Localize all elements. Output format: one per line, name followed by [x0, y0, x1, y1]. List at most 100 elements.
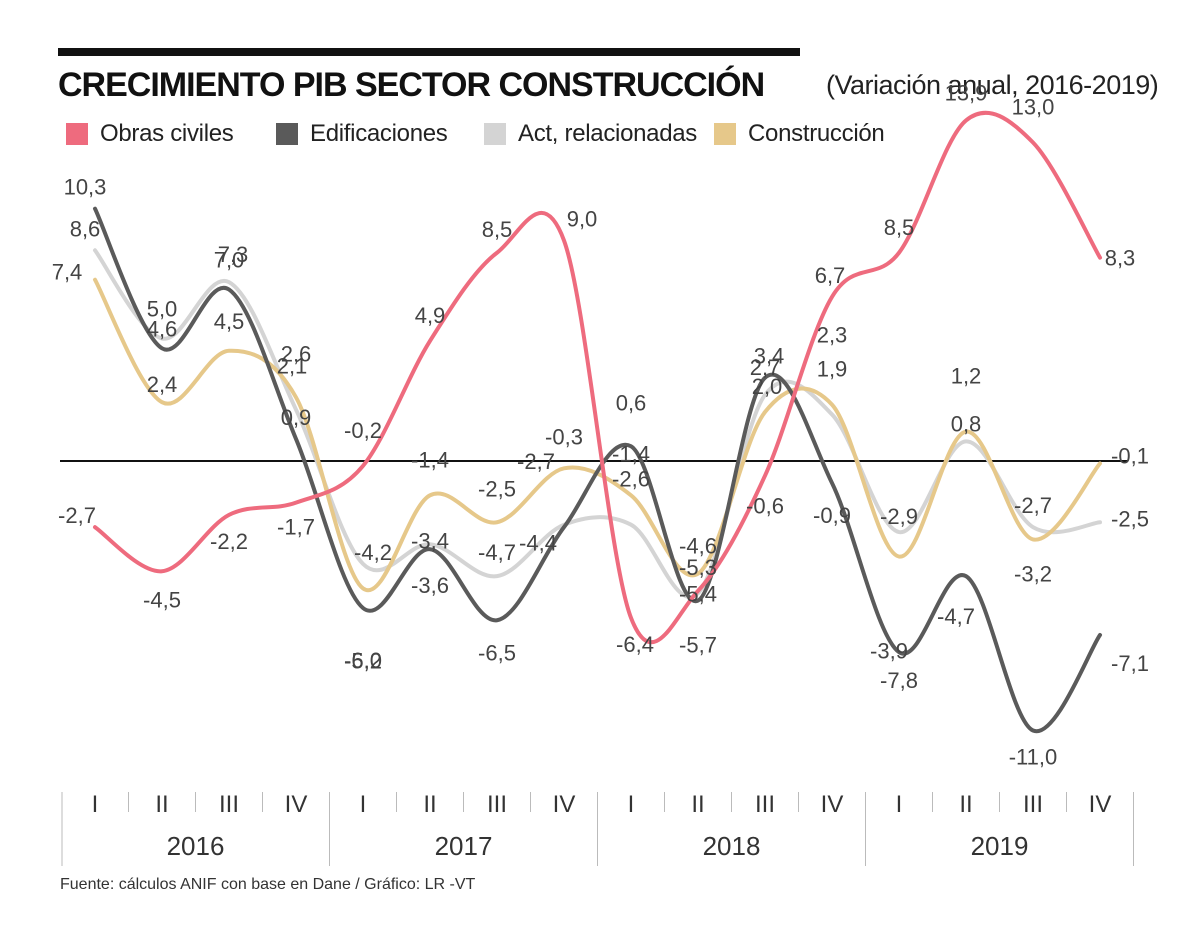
x-tick-label-7: IV: [553, 791, 576, 818]
x-tick-label-11: IV: [821, 791, 844, 818]
data-label-act-relacionadas-12: -2,9: [880, 504, 918, 529]
x-tick-label-1: II: [155, 791, 168, 818]
x-tick-label-0: I: [92, 791, 99, 818]
data-label-construcci-n-14: -3,2: [1014, 561, 1052, 586]
data-label-obras-civiles-5: 4,9: [415, 303, 446, 328]
data-label-obras-civiles-13: 13,9: [945, 80, 988, 105]
legend-item-construccion: Construcción: [714, 120, 885, 148]
data-label-edificaciones-12: -7,8: [880, 668, 918, 693]
legend-item-edificaciones: Edificaciones: [276, 120, 448, 148]
year-label-2019: 2019: [971, 831, 1029, 861]
data-label-construcci-n-4: -5,2: [344, 648, 382, 673]
data-label-edificaciones-10: 3,4: [754, 344, 785, 369]
data-label-construcci-n-13: 1,2: [951, 364, 982, 389]
data-label-edificaciones-13: -4,7: [937, 604, 975, 629]
x-tick-label-6: III: [487, 791, 507, 818]
data-label-construcci-n-3: 2,6: [281, 341, 312, 366]
data-label-construcci-n-0: 7,4: [52, 260, 83, 285]
legend-swatch-edificaciones: [276, 123, 298, 145]
data-label-act-relacionadas-8: -2,6: [612, 467, 650, 492]
x-tick-label-3: IV: [285, 791, 308, 818]
data-label-edificaciones-0: 10,3: [64, 175, 107, 200]
data-label-act-relacionadas-7: -4,4: [519, 531, 557, 556]
x-tick-label-8: I: [628, 791, 635, 818]
data-label-act-relacionadas-13: 0,8: [951, 411, 982, 436]
x-tick-label-14: III: [1023, 791, 1043, 818]
x-tick-label-15: IV: [1089, 791, 1112, 818]
legend-swatch-act-relacionadas: [484, 123, 506, 145]
data-label-edificaciones-5: -3,6: [411, 573, 449, 598]
data-label-construcci-n-6: -2,5: [478, 476, 516, 501]
data-label-act-relacionadas-3: 2,1: [277, 354, 308, 379]
data-label-obras-civiles-0: -2,7: [58, 503, 96, 528]
data-label-obras-civiles-9: -5,3: [679, 555, 717, 580]
chart-title: CRECIMIENTO PIB SECTOR CONSTRUCCIÓN: [58, 66, 765, 104]
data-label-construcci-n-8: -1,4: [612, 441, 650, 466]
data-label-obras-civiles-2: -2,2: [210, 529, 248, 554]
x-tick-label-13: II: [959, 791, 972, 818]
data-label-obras-civiles-11: 6,7: [815, 263, 846, 288]
x-tick-label-12: I: [896, 791, 903, 818]
legend-label-edificaciones: Edificaciones: [310, 120, 448, 147]
x-tick-label-5: II: [423, 791, 436, 818]
source-note: Fuente: cálculos ANIF con base en Dane /…: [60, 876, 476, 893]
chart-subtitle: (Variación anual, 2016-2019): [826, 70, 1159, 100]
data-label-edificaciones-2: 7,0: [214, 248, 245, 273]
data-label-obras-civiles-8: -6,4: [616, 632, 654, 657]
data-label-construcci-n-15: -0,1: [1111, 443, 1149, 468]
data-label-construcci-n-2: 4,5: [214, 309, 245, 334]
legend-item-act-relacionadas: Act, relacionadas: [484, 120, 697, 148]
x-tick-label-9: II: [691, 791, 704, 818]
data-label-obras-civiles-4: -0,2: [344, 418, 382, 443]
data-label-act-relacionadas-2: 7,3: [218, 242, 249, 267]
data-label-edificaciones-4: -6,0: [344, 648, 382, 673]
data-label-construcci-n-9: -4,6: [679, 534, 717, 559]
legend-label-act-relacionadas: Act, relacionadas: [518, 120, 698, 147]
data-label-edificaciones-14: -11,0: [1009, 745, 1058, 770]
data-label-edificaciones-1: 4,6: [147, 316, 178, 341]
legend-label-construccion: Construcción: [748, 120, 885, 147]
data-label-construcci-n-11: 2,3: [817, 323, 848, 348]
x-tick-label-2: III: [219, 791, 239, 818]
data-label-construcci-n-1: 2,4: [147, 372, 178, 397]
data-label-edificaciones-6: -6,5: [478, 640, 516, 665]
data-label-edificaciones-3: 0,9: [281, 405, 312, 430]
data-label-obras-civiles-3: -1,7: [277, 515, 315, 540]
legend-swatch-obras-civiles: [66, 123, 88, 145]
data-label-obras-civiles-10: -0,6: [746, 494, 784, 519]
series-line-obras-civiles: [93, 110, 1102, 645]
data-label-construcci-n-12: -3,9: [870, 639, 908, 664]
data-label-edificaciones-8: 0,6: [616, 390, 647, 415]
year-label-2017: 2017: [435, 831, 493, 861]
data-label-act-relacionadas-10: 2,7: [750, 355, 781, 380]
data-label-obras-civiles-7: 9,0: [567, 207, 598, 232]
data-label-construcci-n-10: 2,0: [752, 374, 783, 399]
data-label-act-relacionadas-0: 8,6: [70, 216, 101, 241]
year-label-2016: 2016: [167, 831, 225, 861]
x-tick-label-4: I: [360, 791, 367, 818]
data-label-construcci-n-5: -1,4: [411, 447, 449, 472]
data-label-obras-civiles-12: 8,5: [884, 215, 915, 240]
data-label-act-relacionadas-1: 5,0: [147, 297, 178, 322]
data-label-act-relacionadas-15: -2,5: [1111, 506, 1149, 531]
data-label-act-relacionadas-11: 1,9: [817, 356, 848, 381]
data-label-obras-civiles-1: -4,5: [143, 587, 181, 612]
year-label-2018: 2018: [703, 831, 761, 861]
data-label-edificaciones-7: -2,7: [517, 449, 555, 474]
data-label-edificaciones-9: -5,7: [679, 633, 717, 658]
data-label-obras-civiles-6: 8,5: [482, 217, 513, 242]
data-label-act-relacionadas-6: -4,7: [478, 540, 516, 565]
data-label-obras-civiles-14: 13,0: [1012, 95, 1055, 120]
legend-swatch-construccion: [714, 123, 736, 145]
data-label-obras-civiles-15: 8,3: [1105, 246, 1136, 271]
data-label-act-relacionadas-4: -4,2: [354, 540, 392, 565]
data-label-act-relacionadas-9: -5,4: [679, 581, 717, 606]
x-tick-label-10: III: [755, 791, 775, 818]
title-rule: [58, 48, 800, 56]
series-line-edificaciones: [93, 206, 1102, 733]
data-label-edificaciones-11: -0,9: [813, 503, 851, 528]
data-label-edificaciones-15: -7,1: [1111, 651, 1149, 676]
data-label-act-relacionadas-5: -3,4: [411, 528, 449, 553]
legend-label-obras-civiles: Obras civiles: [100, 120, 234, 147]
